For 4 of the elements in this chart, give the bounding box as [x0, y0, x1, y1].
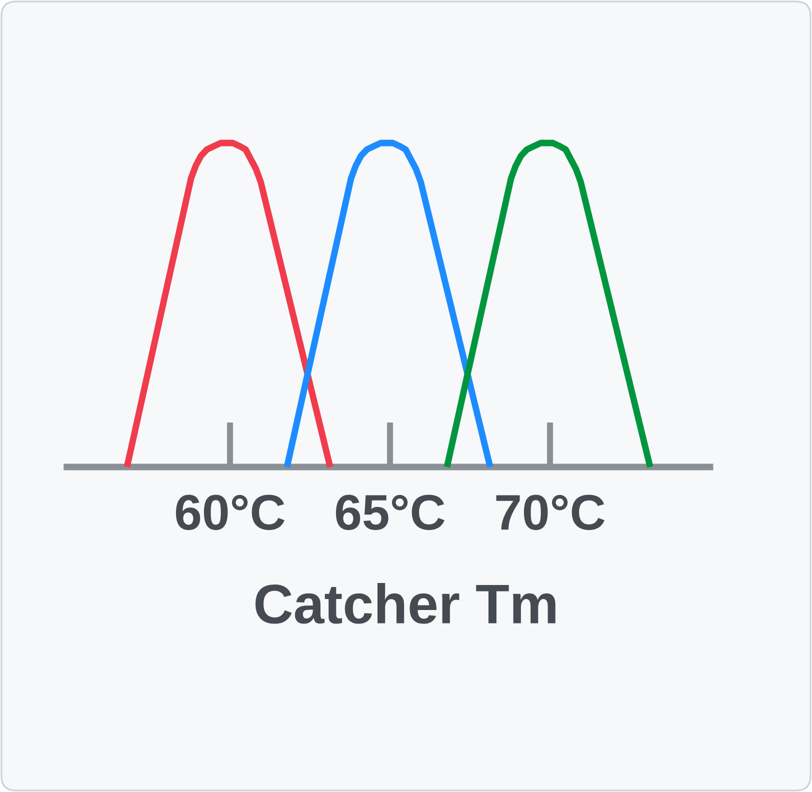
x-tick-label: 65°C — [336, 494, 444, 530]
x-axis-title: Catcher Tm — [255, 583, 556, 624]
x-tick-label: 60°C — [176, 494, 284, 530]
x-tick-label: 70°C — [496, 494, 604, 530]
